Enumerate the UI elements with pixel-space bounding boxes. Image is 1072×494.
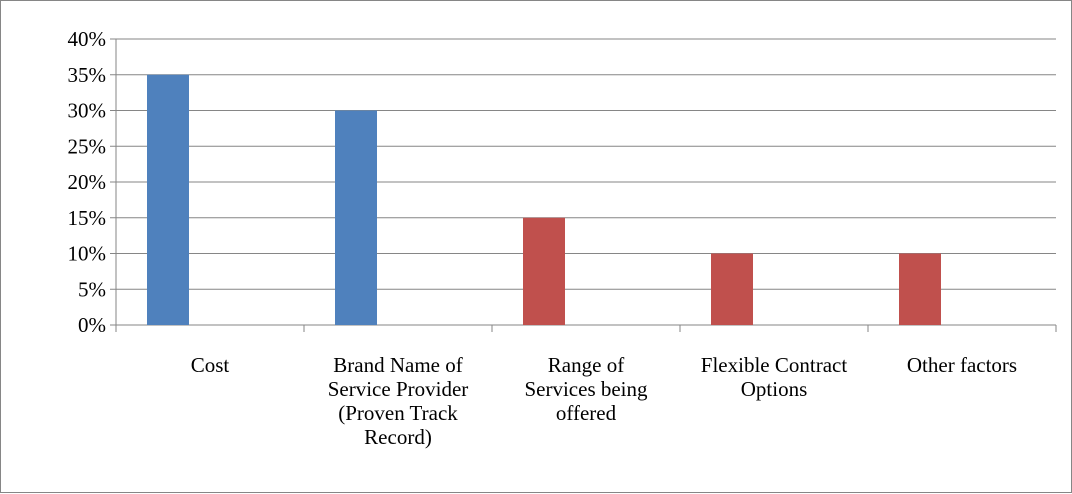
x-category-label: Cost bbox=[191, 353, 230, 377]
x-category-label-line: Cost bbox=[191, 353, 230, 377]
y-tick-label: 30% bbox=[68, 99, 107, 123]
bar bbox=[147, 74, 189, 325]
gridlines bbox=[116, 38, 1056, 290]
x-category-label-line: Record) bbox=[364, 425, 432, 449]
bar bbox=[899, 253, 941, 325]
y-tick-label: 40% bbox=[68, 27, 107, 51]
x-category-label: Other factors bbox=[907, 353, 1017, 377]
x-category-label-line: Range of bbox=[548, 353, 624, 377]
y-tick-label: 10% bbox=[68, 242, 107, 266]
x-category-label: Brand Name of Service Provider (Proven Tra… bbox=[328, 353, 469, 449]
x-category-label-line: offered bbox=[556, 401, 617, 425]
bar bbox=[523, 217, 565, 325]
x-category-label-line: Other factors bbox=[907, 353, 1017, 377]
y-tick-label: 15% bbox=[68, 206, 107, 230]
x-category-labels: Cost Brand Name of Service Provider (Proven… bbox=[191, 353, 1017, 449]
y-tick-labels: 0% 5% 10% 15% 20% 25% 30% 35% 40% bbox=[68, 27, 107, 337]
y-tick-label: 35% bbox=[68, 63, 107, 87]
bars bbox=[147, 74, 941, 325]
bar bbox=[335, 110, 377, 325]
y-tick-label: 0% bbox=[78, 313, 106, 337]
bar bbox=[711, 253, 753, 325]
x-category-label-line: Brand Name of bbox=[333, 353, 462, 377]
x-category-label-line: (Proven Track bbox=[338, 401, 458, 425]
y-tick-label: 5% bbox=[78, 277, 106, 301]
y-tick-label: 20% bbox=[68, 170, 107, 194]
x-category-label-line: Service Provider bbox=[328, 377, 469, 401]
x-category-label-line: Options bbox=[741, 377, 808, 401]
x-category-label-line: Services being bbox=[524, 377, 648, 401]
y-tick-label: 25% bbox=[68, 134, 107, 158]
x-category-label-line: Flexible Contract bbox=[701, 353, 848, 377]
x-category-label: Flexible Contract Options bbox=[701, 353, 848, 401]
x-category-label: Range of Services being offered bbox=[524, 353, 648, 425]
